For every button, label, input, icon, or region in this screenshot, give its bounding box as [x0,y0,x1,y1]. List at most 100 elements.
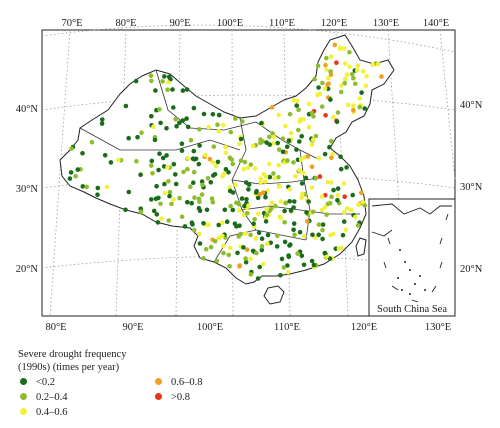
station-point [177,195,182,201]
station-point [259,247,265,253]
station-point [351,107,356,113]
station-point [208,180,214,185]
station-point [322,204,328,210]
station-point [123,207,128,213]
legend-swatch [155,393,162,401]
station-point [347,50,352,55]
station-point [200,182,205,188]
station-point [312,76,317,82]
station-point [295,251,300,256]
station-point [243,260,249,265]
station-point [338,154,343,160]
station-point [309,142,315,148]
station-point [316,155,322,161]
station-point [135,134,140,140]
station-point [313,133,319,139]
station-point [230,190,236,195]
station-point [278,273,283,278]
station-point [220,173,225,179]
station-point [214,258,220,264]
station-point [323,113,328,118]
station-point [303,175,309,181]
station-point [126,135,131,141]
station-point [174,124,179,129]
station-point [335,186,341,191]
station-point [328,180,334,185]
station-point [165,165,170,170]
station-point [263,195,268,200]
station-point [181,169,186,175]
station-point [350,192,356,198]
station-point [216,128,221,134]
station-point [153,88,158,93]
top-longitude-labels: 70°E 80°E 90°E 100°E 110°E 120°E 130°E 1… [61,18,449,29]
station-point [327,256,333,261]
inset-hainan [371,229,393,237]
station-point [166,80,171,85]
station-point [104,184,110,190]
station-point [207,156,213,162]
station-point [337,45,343,50]
station-point [206,222,211,227]
station-point [166,179,171,184]
station-point [191,169,197,175]
station-point [252,166,258,171]
station-point [280,136,286,141]
legend-swatch [20,408,27,416]
legend-title: Severe drought frequency (1990s) (times … [18,348,126,374]
station-point [331,114,336,120]
station-point [182,224,188,229]
station-point [196,231,202,237]
station-point [320,80,325,86]
station-point [326,76,331,81]
station-point [285,158,290,163]
station-point [167,193,172,199]
station-point [322,250,328,256]
top-lon-label: 130°E [373,18,399,29]
station-point [185,156,191,161]
station-point [212,239,218,244]
station-point [255,276,261,281]
station-point [230,207,236,213]
station-point [259,244,265,249]
station-point [357,104,363,110]
station-point [213,163,219,169]
station-point [162,190,168,196]
legend-item: >0.8 [155,391,190,404]
station-point [342,80,348,86]
station-point [173,181,179,187]
station-point [257,264,263,270]
station-point [320,236,325,242]
station-point [170,87,175,92]
station-point [276,184,282,189]
station-point [279,256,285,262]
station-point [278,215,284,221]
station-point [238,158,244,163]
station-point [341,181,347,186]
station-point [246,187,251,192]
station-point [197,241,203,246]
station-point [355,63,361,69]
station-point [258,140,263,146]
station-point [340,232,346,238]
station-point [240,119,245,124]
station-point [245,165,251,171]
station-point [159,216,164,221]
station-point [203,152,208,158]
station-point [317,174,323,179]
station-point [316,232,322,238]
station-point [210,200,216,205]
station-point [310,232,315,238]
station-point [248,272,254,277]
station-point [267,134,272,140]
station-point [150,171,155,176]
right-lat-label: 30°N [460,182,483,193]
station-point [220,122,226,128]
station-point [274,244,280,249]
station-point [311,262,317,268]
station-point [265,241,270,247]
station-point [164,153,169,158]
station-point [262,179,268,184]
station-point [158,120,163,126]
